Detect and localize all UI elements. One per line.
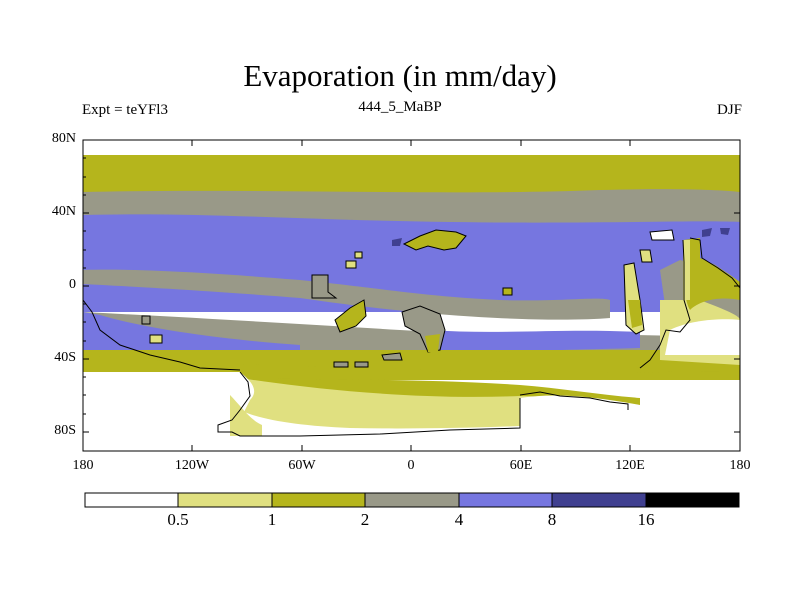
lon-label-180w: 180 [72, 458, 94, 473]
island-small-8 [354, 361, 369, 368]
island-small-6 [141, 315, 151, 325]
antarctic-edge-yellow [230, 395, 262, 436]
island-central-america [311, 274, 338, 299]
plot-title: Evaporation (in mm/day) [243, 58, 557, 93]
lon-label-60e: 60E [509, 458, 533, 473]
lon-label-60w: 60W [288, 458, 316, 473]
lat-label-40s: 40S [54, 350, 76, 365]
island-small-4 [502, 287, 513, 296]
colorbar-box-2 [178, 493, 272, 507]
island-small-2 [345, 260, 357, 269]
band-equatorial-grey [83, 269, 610, 320]
island-small-9 [381, 352, 403, 361]
lon-label-0: 0 [407, 458, 415, 473]
island-small-5 [149, 334, 163, 344]
colorbar-box-6 [552, 493, 646, 507]
coastline-antarctica-west [217, 371, 521, 437]
season-label: DJF [716, 102, 742, 118]
lat-label-80n: 80N [51, 131, 76, 146]
colorbar-label-4: 4 [454, 510, 464, 529]
antarctic-white-2 [83, 372, 255, 430]
island-south-america [334, 299, 367, 333]
dark-blue-patch-3 [392, 238, 402, 246]
lat-label-0: 0 [69, 277, 76, 292]
lon-label-120w: 120W [174, 458, 210, 473]
colorbar-box-7 [646, 493, 739, 507]
colorbar-box-5 [459, 493, 552, 507]
colorbar-label-0-5: 0.5 [167, 510, 189, 529]
coastline-south-pacific [83, 299, 241, 371]
period-label: 444_5_MaBP [358, 99, 442, 115]
island-asia-peninsula-inner [628, 300, 642, 328]
island-small-3 [354, 251, 363, 259]
colorbar-box-4 [365, 493, 459, 507]
evaporation-field [83, 140, 740, 451]
lat-label-80s: 80S [54, 423, 76, 438]
colorbar-box-3 [272, 493, 365, 507]
lon-label-180e: 180 [729, 458, 751, 473]
lon-ticks [82, 140, 741, 451]
lat-label-40n: 40N [51, 204, 76, 219]
island-small-7 [333, 361, 349, 368]
indian-ocean-blue [430, 330, 640, 351]
band-south-mid-2 [83, 355, 740, 378]
asia-coast-yellow [683, 238, 740, 310]
island-africa-yellow [425, 334, 440, 352]
colorbar-label-16: 16 [637, 510, 655, 529]
band-north-grey [83, 189, 740, 225]
coastline-west-pacific [639, 239, 691, 369]
colorbar-label-8: 8 [547, 510, 557, 529]
colorbar [84, 492, 740, 508]
south-pacific-blue [83, 312, 300, 360]
colorbar-label-2: 2 [360, 510, 370, 529]
island-small-1 [639, 249, 653, 263]
lon-label-120e: 120E [615, 458, 645, 473]
dark-blue-patch-1 [702, 228, 712, 237]
band-arctic [83, 140, 740, 158]
dark-blue-patch-2 [720, 228, 730, 235]
colorbar-box-1 [85, 493, 178, 507]
island-mediterranean [402, 229, 467, 251]
antarctic-east-white [83, 395, 740, 451]
island-japan [649, 229, 675, 241]
coastline-antarctica-east [519, 391, 629, 410]
lat-ticks [83, 139, 740, 433]
colorbar-label-1: 1 [267, 510, 277, 529]
experiment-label: Expt = teYFl3 [82, 102, 168, 118]
asia-coast-light [683, 240, 690, 300]
coastline-asia [689, 237, 740, 289]
